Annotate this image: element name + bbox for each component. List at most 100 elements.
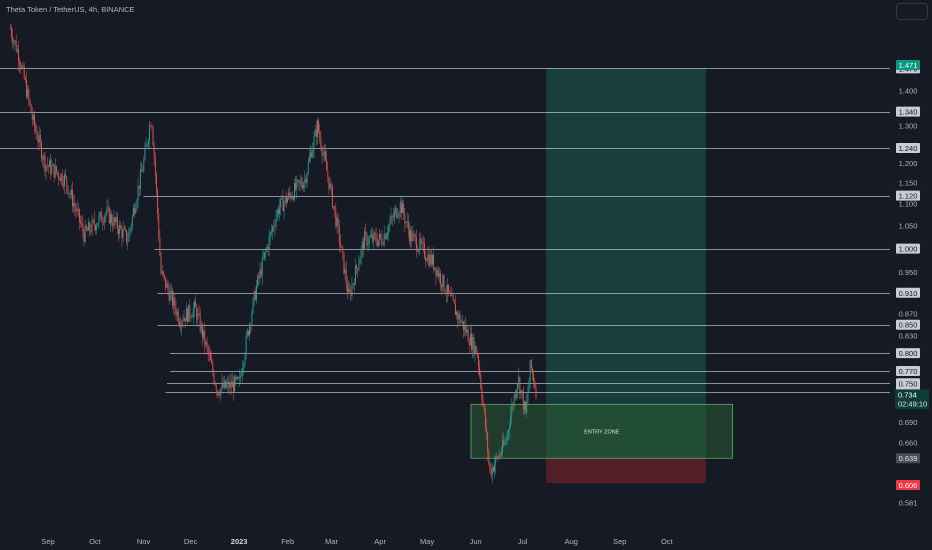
candle-body (147, 140, 149, 145)
candle-body (100, 211, 102, 222)
candle-body (403, 203, 405, 215)
candle (192, 302, 194, 324)
candle (338, 220, 340, 253)
candle (227, 375, 229, 393)
candle-body (297, 179, 299, 181)
candle (242, 360, 244, 382)
candle-body (506, 432, 508, 441)
candle-body (227, 381, 229, 385)
candle (98, 211, 100, 229)
x-tick-label: May (420, 537, 434, 546)
candle-body (32, 114, 34, 120)
candle (120, 221, 122, 230)
candle (261, 252, 263, 286)
candle-body (285, 196, 287, 203)
candle-body (162, 271, 164, 276)
candle-body (461, 321, 463, 323)
candle-body (266, 246, 268, 251)
candle (392, 208, 394, 221)
candle (275, 209, 277, 231)
candle-body (518, 377, 520, 384)
candle-body (191, 317, 193, 318)
candle (161, 264, 163, 276)
candle (481, 383, 483, 407)
candle-body (59, 178, 61, 181)
candle-body (481, 388, 483, 401)
candle-body (177, 311, 179, 323)
candle-body (50, 160, 52, 174)
candle (205, 339, 207, 349)
candle (343, 252, 345, 275)
candle (279, 198, 280, 221)
candle-body (274, 226, 276, 228)
candle-body (225, 380, 226, 388)
candle-body (291, 196, 293, 199)
candle (525, 400, 527, 414)
candle (89, 220, 91, 237)
x-tick-label: Sep (613, 537, 626, 546)
candle-body (142, 170, 144, 172)
candle (253, 290, 255, 307)
candle-body (220, 388, 222, 396)
candle-body (104, 216, 106, 223)
candle (277, 205, 279, 218)
candle (511, 398, 513, 424)
settings-button[interactable] (896, 3, 928, 20)
candle-body (276, 209, 278, 218)
candle (146, 143, 148, 148)
candle (437, 266, 439, 280)
candle-body (88, 222, 90, 231)
candle-body (80, 221, 82, 224)
candle-body (248, 331, 249, 336)
candle (176, 308, 178, 322)
candle (532, 366, 533, 380)
candle (88, 217, 90, 232)
candle (147, 137, 149, 149)
candle-body (448, 284, 450, 292)
candle (398, 211, 400, 224)
candle-body (478, 355, 479, 368)
candle-body (331, 186, 333, 208)
candle (262, 249, 264, 260)
candle (386, 232, 387, 240)
y-tick-label: 0.830 (899, 331, 918, 340)
candle (250, 322, 252, 334)
candle (110, 208, 111, 233)
candle-body (97, 223, 99, 227)
bar-countdown: 02:49:10 (898, 399, 927, 408)
candle (170, 283, 172, 302)
candle-body (405, 222, 407, 224)
y-tick-label: 1.400 (899, 87, 918, 96)
candle (60, 173, 62, 185)
candle-body (85, 225, 87, 230)
candle-body (363, 241, 364, 250)
candle (506, 430, 508, 446)
candle-body (460, 322, 462, 323)
candle-body (21, 65, 23, 69)
candle (258, 271, 260, 286)
candle (290, 192, 292, 203)
candle-body (188, 304, 190, 322)
candle (266, 244, 268, 253)
candle (138, 185, 140, 197)
candle (505, 435, 507, 446)
candle (357, 267, 359, 278)
candle-body (490, 470, 492, 476)
level-badge: 0.850 (899, 321, 918, 330)
candle-body (348, 289, 349, 293)
candle-body (476, 354, 478, 356)
candle-body (418, 249, 420, 252)
candle-body (484, 410, 486, 428)
candle (129, 227, 131, 238)
candle (418, 248, 420, 254)
candle-body (452, 295, 454, 300)
candle (356, 264, 358, 275)
candle (50, 153, 52, 181)
candle (433, 246, 435, 274)
level-badge-bg (896, 365, 920, 376)
candle (480, 371, 482, 390)
candle (466, 325, 468, 337)
candle-body (95, 225, 96, 230)
candle-body (61, 173, 63, 184)
